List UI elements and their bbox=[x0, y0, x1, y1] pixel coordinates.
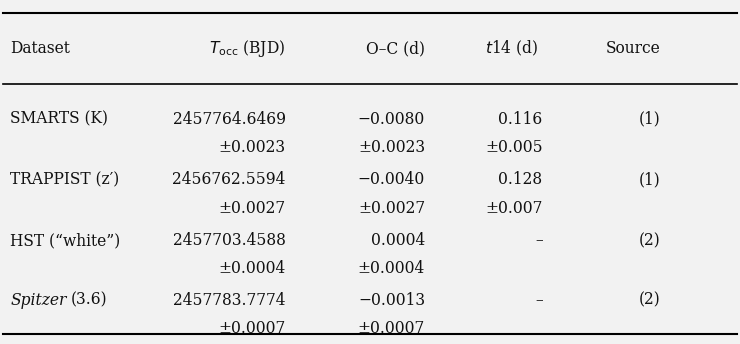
Text: ±0.0007: ±0.0007 bbox=[358, 320, 425, 337]
Text: (1): (1) bbox=[639, 171, 660, 189]
Text: −0.0080: −0.0080 bbox=[358, 110, 425, 128]
Text: 2457783.7774: 2457783.7774 bbox=[173, 292, 286, 309]
Text: $t$14 (d): $t$14 (d) bbox=[485, 39, 539, 58]
Text: 0.128: 0.128 bbox=[499, 171, 542, 189]
Text: Dataset: Dataset bbox=[10, 40, 70, 57]
Text: –: – bbox=[535, 292, 542, 309]
Text: 2457703.4588: 2457703.4588 bbox=[172, 233, 286, 249]
Text: $T_{\rm occ}$ (BJD): $T_{\rm occ}$ (BJD) bbox=[209, 38, 286, 59]
Text: TRAPPIST (z′): TRAPPIST (z′) bbox=[10, 171, 119, 189]
Text: −0.0040: −0.0040 bbox=[358, 171, 425, 189]
Text: ±0.0004: ±0.0004 bbox=[358, 260, 425, 278]
Text: (1): (1) bbox=[639, 110, 660, 128]
Text: Spitzer: Spitzer bbox=[10, 292, 67, 309]
Text: SMARTS (K): SMARTS (K) bbox=[10, 110, 108, 128]
Text: ±0.005: ±0.005 bbox=[485, 139, 542, 155]
Text: 2457764.6469: 2457764.6469 bbox=[172, 110, 286, 128]
Text: (2): (2) bbox=[639, 233, 660, 249]
Text: –: – bbox=[535, 233, 542, 249]
Text: 0.116: 0.116 bbox=[498, 110, 542, 128]
Text: ±0.007: ±0.007 bbox=[485, 200, 542, 216]
Text: ±0.0027: ±0.0027 bbox=[218, 200, 286, 216]
Text: ±0.0023: ±0.0023 bbox=[358, 139, 425, 155]
Text: (2): (2) bbox=[639, 292, 660, 309]
Text: −0.0013: −0.0013 bbox=[358, 292, 425, 309]
Text: 2456762.5594: 2456762.5594 bbox=[172, 171, 286, 189]
Text: HST (“white”): HST (“white”) bbox=[10, 233, 121, 249]
Text: ±0.0004: ±0.0004 bbox=[218, 260, 286, 278]
Text: 0.0004: 0.0004 bbox=[371, 233, 425, 249]
Text: Source: Source bbox=[605, 40, 660, 57]
Text: O–C (d): O–C (d) bbox=[366, 40, 425, 57]
Text: (3.6): (3.6) bbox=[70, 292, 107, 309]
Text: ±0.0027: ±0.0027 bbox=[358, 200, 425, 216]
Text: ±0.0023: ±0.0023 bbox=[218, 139, 286, 155]
Text: ±0.0007: ±0.0007 bbox=[218, 320, 286, 337]
